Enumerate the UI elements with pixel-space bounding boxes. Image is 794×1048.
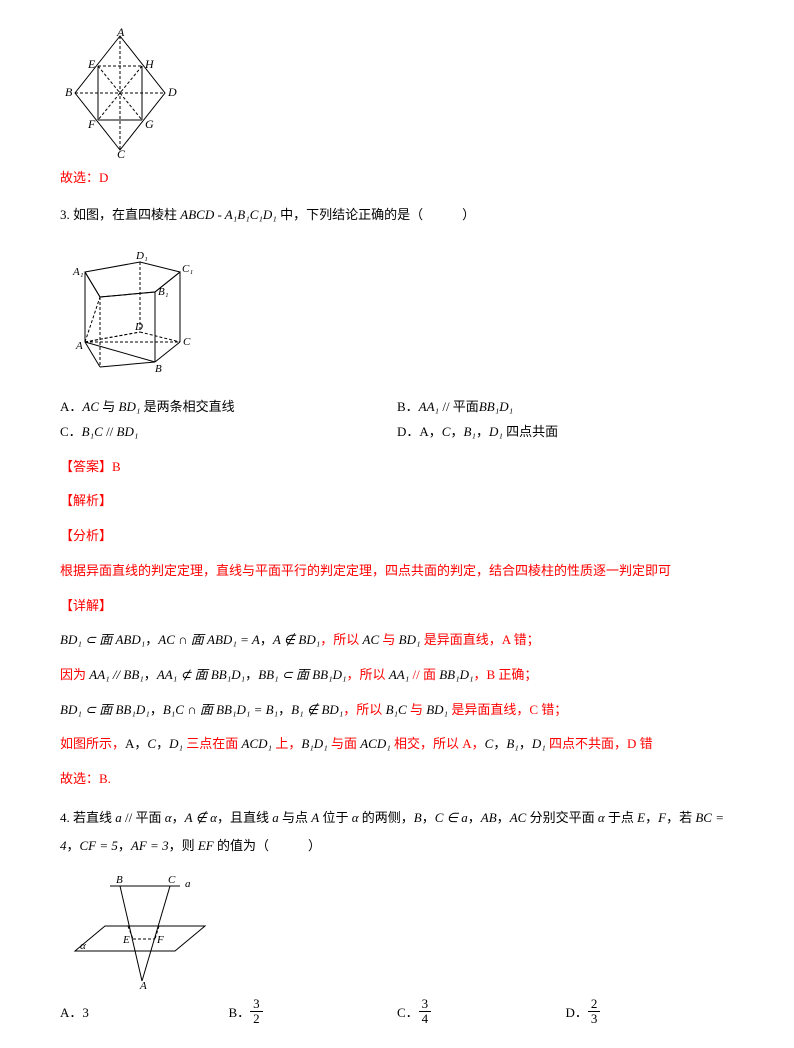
svg-text:a: a <box>185 878 191 890</box>
q3-num: 3. <box>60 207 70 222</box>
svg-text:D₁: D₁ <box>135 250 148 262</box>
q3-optA: A．AC 与 BD₁ 是两条相交直线 <box>60 395 397 420</box>
svg-text:B₁: B₁ <box>158 286 169 298</box>
q3-detail-2: 因为 AA₁ // BB₁，AA₁ ⊄ 面 BB₁D₁，BB₁ ⊂ 面 BB₁D… <box>60 663 734 688</box>
q3-detail-1: BD₁ ⊂ 面 ABD₁，AC ∩ 面 ABD₁ = A，A ∉ BD₁，所以 … <box>60 628 734 653</box>
svg-text:B: B <box>116 874 123 886</box>
q3-optC: C．B₁C // BD₁ <box>60 420 397 445</box>
svg-text:D: D <box>167 85 177 99</box>
svg-text:B: B <box>155 363 162 375</box>
svg-text:E: E <box>87 57 96 71</box>
q3-xiangjie: 【详解】 <box>60 594 734 619</box>
q4-optD: D．23 <box>566 999 735 1029</box>
q3-math1: ABCD - A₁B₁C₁D₁ <box>180 207 277 222</box>
svg-text:D: D <box>134 321 143 333</box>
svg-text:H: H <box>144 57 155 71</box>
diagram-prism: A₁ D₁ C₁ B₁ A D C B <box>60 237 734 387</box>
diagram-plane: B C a E F A α <box>60 871 734 991</box>
q3-options-row2: C．B₁C // BD₁ D．A，C，B₁，D₁ 四点共面 <box>60 420 734 445</box>
q3-fenxi: 【分析】 <box>60 524 734 549</box>
q3-analysis: 根据异面直线的判定定理，直线与平面平行的判定定理，四点共面的判定，结合四棱柱的性… <box>60 559 734 584</box>
q3-text-b: 中，下列结论正确的是（ ） <box>277 207 475 222</box>
q3-answer: 【答案】B <box>60 455 734 480</box>
svg-text:F: F <box>87 117 96 131</box>
q3-detail-4: 如图所示，A，C，D₁ 三点在面 ACD₁ 上，B₁D₁ 与面 ACD₁ 相交，… <box>60 732 734 757</box>
svg-text:B: B <box>65 85 73 99</box>
q4-options: A．3 B．32 C．34 D．23 <box>60 999 734 1029</box>
q3-options-row1: A．AC 与 BD₁ 是两条相交直线 B．AA₁ // 平面BB₁D₁ <box>60 395 734 420</box>
svg-text:A: A <box>75 340 83 352</box>
svg-text:C: C <box>168 874 176 886</box>
q3-stem: 3. 如图，在直四棱柱 ABCD - A₁B₁C₁D₁ 中，下列结论正确的是（ … <box>60 203 734 228</box>
svg-text:G: G <box>145 117 154 131</box>
q3-detail-3: BD₁ ⊂ 面 BB₁D₁，B₁C ∩ 面 BB₁D₁ = B₁，B₁ ∉ BD… <box>60 698 734 723</box>
q4-stem: 4. 若直线 a // 平面 α，A ∉ α，且直线 a 与点 A 位于 α 的… <box>60 804 734 861</box>
prev-answer: 故选：D <box>60 166 734 191</box>
q4-optC: C．34 <box>397 999 566 1029</box>
svg-text:C: C <box>117 147 126 158</box>
svg-text:C₁: C₁ <box>182 263 193 275</box>
svg-text:A: A <box>116 28 125 39</box>
svg-text:A₁: A₁ <box>72 266 84 278</box>
q3-optB: B．AA₁ // 平面BB₁D₁ <box>397 395 734 420</box>
svg-text:α: α <box>80 940 86 952</box>
q3-optD: D．A，C，B₁，D₁ 四点共面 <box>397 420 734 445</box>
diagram-octahedron: A B C D E F G H <box>60 28 734 158</box>
q3-conclude: 故选：B. <box>60 767 734 792</box>
svg-text:A: A <box>139 980 147 991</box>
svg-text:C: C <box>183 336 191 348</box>
svg-text:E: E <box>122 934 130 946</box>
q3-jiexi: 【解析】 <box>60 489 734 514</box>
q4-optA: A．3 <box>60 1001 229 1026</box>
svg-text:F: F <box>156 934 164 946</box>
q4-optB: B．32 <box>229 999 398 1029</box>
q3-text-a: 如图，在直四棱柱 <box>73 207 180 222</box>
